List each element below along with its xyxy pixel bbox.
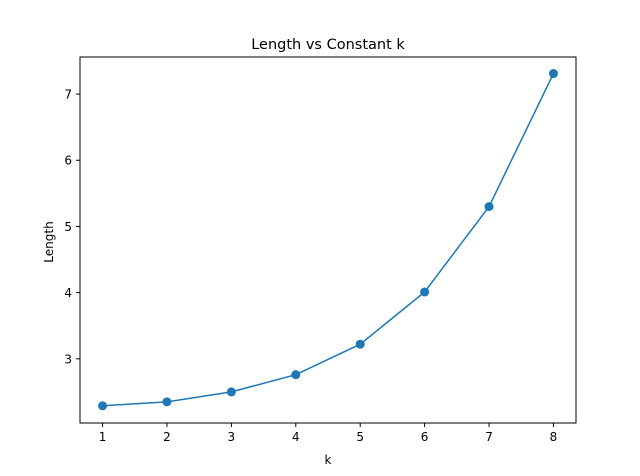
- data-point: [291, 370, 301, 380]
- x-axis: 1 2 3 4 5 6 7 8: [99, 423, 558, 444]
- data-point: [484, 202, 494, 212]
- x-tick-label: 7: [485, 430, 493, 444]
- data-point: [226, 387, 236, 397]
- y-tick-label: 3: [64, 352, 72, 366]
- chart-title: Length vs Constant k: [251, 37, 405, 53]
- y-tick-label: 4: [64, 286, 72, 300]
- x-tick-label: 3: [228, 430, 236, 444]
- x-axis-label: k: [325, 453, 332, 467]
- data-point: [420, 287, 430, 297]
- series-layer: [98, 69, 558, 411]
- y-axis-label: Length: [42, 221, 56, 262]
- data-point: [355, 339, 365, 349]
- x-tick-label: 8: [550, 430, 558, 444]
- y-tick-label: 5: [64, 220, 72, 234]
- data-point: [98, 401, 108, 411]
- data-point: [548, 69, 558, 79]
- x-tick-label: 5: [356, 430, 364, 444]
- axes-frame: [79, 56, 577, 424]
- plot-area: [79, 56, 577, 424]
- x-tick-label: 2: [163, 430, 171, 444]
- data-point: [162, 397, 172, 407]
- y-axis: 3 4 5 6 7: [64, 88, 80, 366]
- x-tick-label: 6: [421, 430, 429, 444]
- x-tick-label: 1: [99, 430, 107, 444]
- y-tick-label: 7: [64, 88, 72, 102]
- series-line: [102, 73, 555, 407]
- x-tick-label: 4: [292, 430, 300, 444]
- y-tick-label: 6: [64, 154, 72, 168]
